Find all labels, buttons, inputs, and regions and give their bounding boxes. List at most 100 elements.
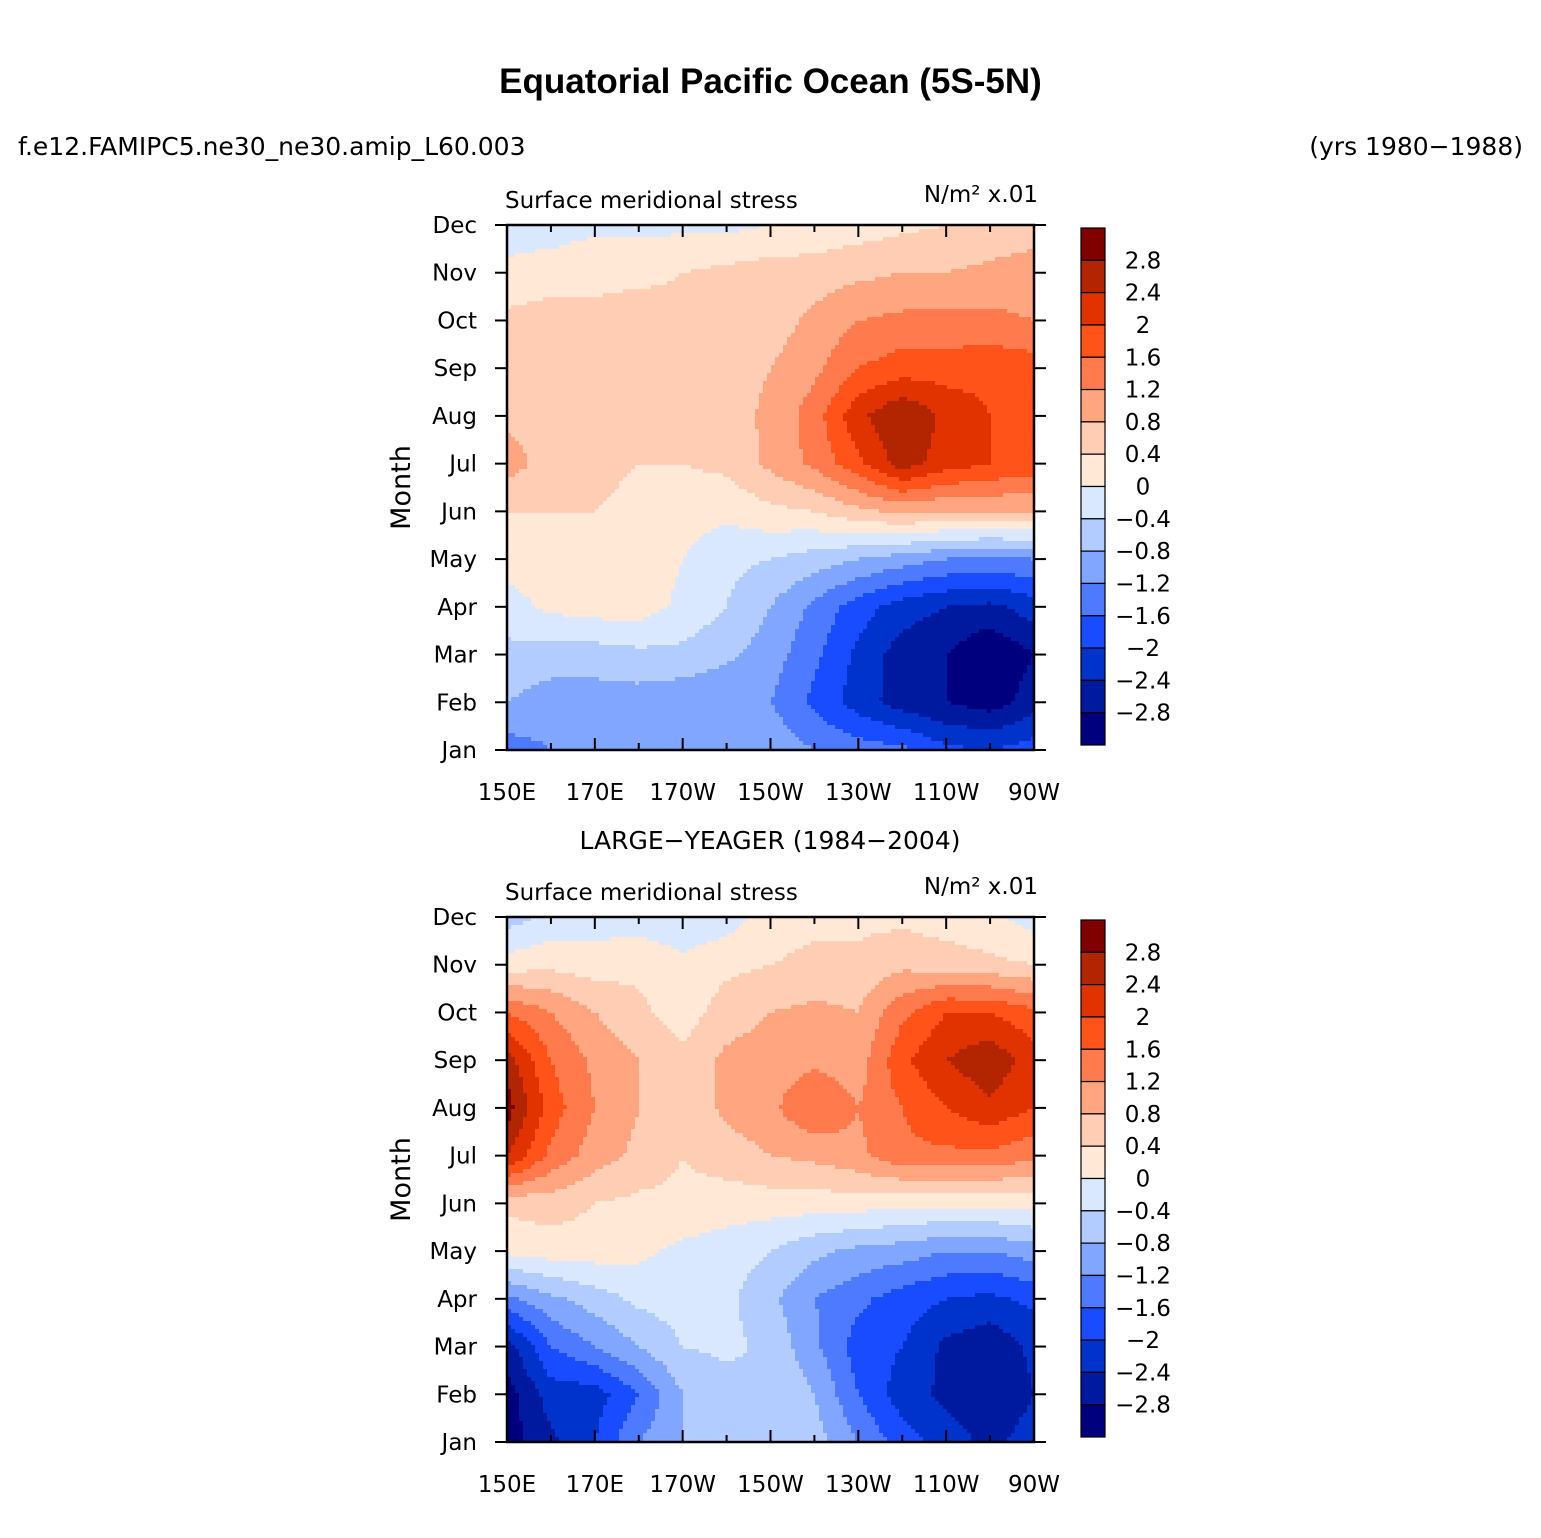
contour-cell — [575, 345, 579, 349]
contour-cell — [971, 277, 975, 281]
contour-cell — [971, 337, 975, 341]
contour-cell — [591, 277, 595, 281]
contour-cell — [651, 337, 655, 341]
contour-cell — [843, 337, 847, 341]
contour-cell — [911, 265, 915, 269]
contour-cell — [739, 265, 743, 269]
contour-cell — [643, 357, 647, 361]
contour-cell — [1027, 225, 1031, 229]
contour-cell — [627, 313, 631, 317]
contour-cell — [595, 261, 599, 265]
contour-cell — [899, 285, 903, 289]
contour-cell — [531, 305, 535, 309]
contour-cell — [643, 261, 647, 265]
contour-cell — [747, 233, 751, 237]
contour-cell — [787, 305, 791, 309]
contour-cell — [539, 333, 543, 337]
contour-cell — [891, 341, 895, 345]
contour-cell — [891, 297, 895, 301]
contour-cell — [963, 277, 967, 281]
contour-cell — [907, 333, 911, 337]
contour-cell — [1007, 241, 1011, 245]
heatmap-panel-model: 150E 170E 170W 150W 130W 110W 90WJanFebMarAprM… — [386, 182, 1171, 806]
contour-cell — [647, 309, 651, 313]
contour-cell — [623, 337, 627, 341]
contour-cell — [1019, 249, 1023, 253]
contour-cell — [711, 329, 715, 333]
contour-cell — [847, 321, 851, 325]
contour-cell — [783, 309, 787, 313]
contour-cell — [935, 345, 939, 349]
contour-cell — [715, 237, 719, 241]
contour-cell — [515, 349, 519, 353]
contour-cell — [783, 341, 787, 345]
contour-cell — [819, 241, 823, 245]
contour-cell — [771, 321, 775, 325]
contour-cell — [607, 253, 611, 257]
contour-cell — [967, 357, 971, 361]
contour-cell — [659, 365, 663, 369]
contour-cell — [1027, 333, 1031, 337]
contour-cell — [763, 281, 767, 285]
contour-cell — [663, 253, 667, 257]
contour-cell — [887, 317, 891, 321]
contour-cell — [915, 261, 919, 265]
contour-cell — [519, 337, 523, 341]
contour-cell — [567, 249, 571, 253]
contour-cell — [883, 309, 887, 313]
contour-cell — [903, 317, 907, 321]
contour-cell — [935, 317, 939, 321]
contour-cell — [711, 249, 715, 253]
contour-cell — [1031, 341, 1034, 345]
contour-cell — [775, 373, 779, 377]
contour-cell — [531, 281, 535, 285]
contour-cell — [635, 369, 639, 373]
contour-cell — [511, 341, 515, 345]
contour-cell — [999, 245, 1003, 249]
contour-cell — [647, 345, 651, 349]
contour-cell — [835, 301, 839, 305]
contour-cell — [655, 373, 659, 377]
contour-cell — [915, 369, 919, 373]
contour-cell — [627, 369, 631, 373]
contour-cell — [759, 369, 763, 373]
contour-cell — [643, 229, 647, 233]
contour-cell — [859, 321, 863, 325]
contour-cell — [947, 261, 951, 265]
contour-cell — [659, 333, 663, 337]
contour-cell — [919, 233, 923, 237]
contour-cell — [975, 365, 979, 369]
contour-cell — [615, 237, 619, 241]
contour-cell — [507, 313, 511, 317]
contour-cell — [771, 317, 775, 321]
contour-cell — [955, 261, 959, 265]
contour-cell — [859, 369, 863, 373]
contour-cell — [615, 257, 619, 261]
contour-cell — [555, 373, 559, 377]
contour-cell — [575, 245, 579, 249]
contour-cell — [727, 329, 731, 333]
contour-cell — [891, 241, 895, 245]
contour-cell — [931, 245, 935, 249]
contour-cell — [719, 261, 723, 265]
contour-cell — [975, 321, 979, 325]
contour-cell — [1019, 265, 1023, 269]
contour-cell — [779, 265, 783, 269]
contour-cell — [679, 349, 683, 353]
contour-cell — [591, 329, 595, 333]
contour-cell — [755, 333, 759, 337]
contour-cell — [803, 285, 807, 289]
contour-cell — [631, 265, 635, 269]
contour-cell — [859, 277, 863, 281]
contour-cell — [655, 253, 659, 257]
contour-cell — [835, 241, 839, 245]
contour-cell — [775, 321, 779, 325]
contour-cell — [923, 365, 927, 369]
contour-cell — [779, 297, 783, 301]
contour-cell — [899, 301, 903, 305]
contour-cell — [743, 365, 747, 369]
contour-cell — [703, 237, 707, 241]
contour-cell — [919, 373, 923, 377]
contour-cell — [627, 321, 631, 325]
contour-cell — [695, 241, 699, 245]
